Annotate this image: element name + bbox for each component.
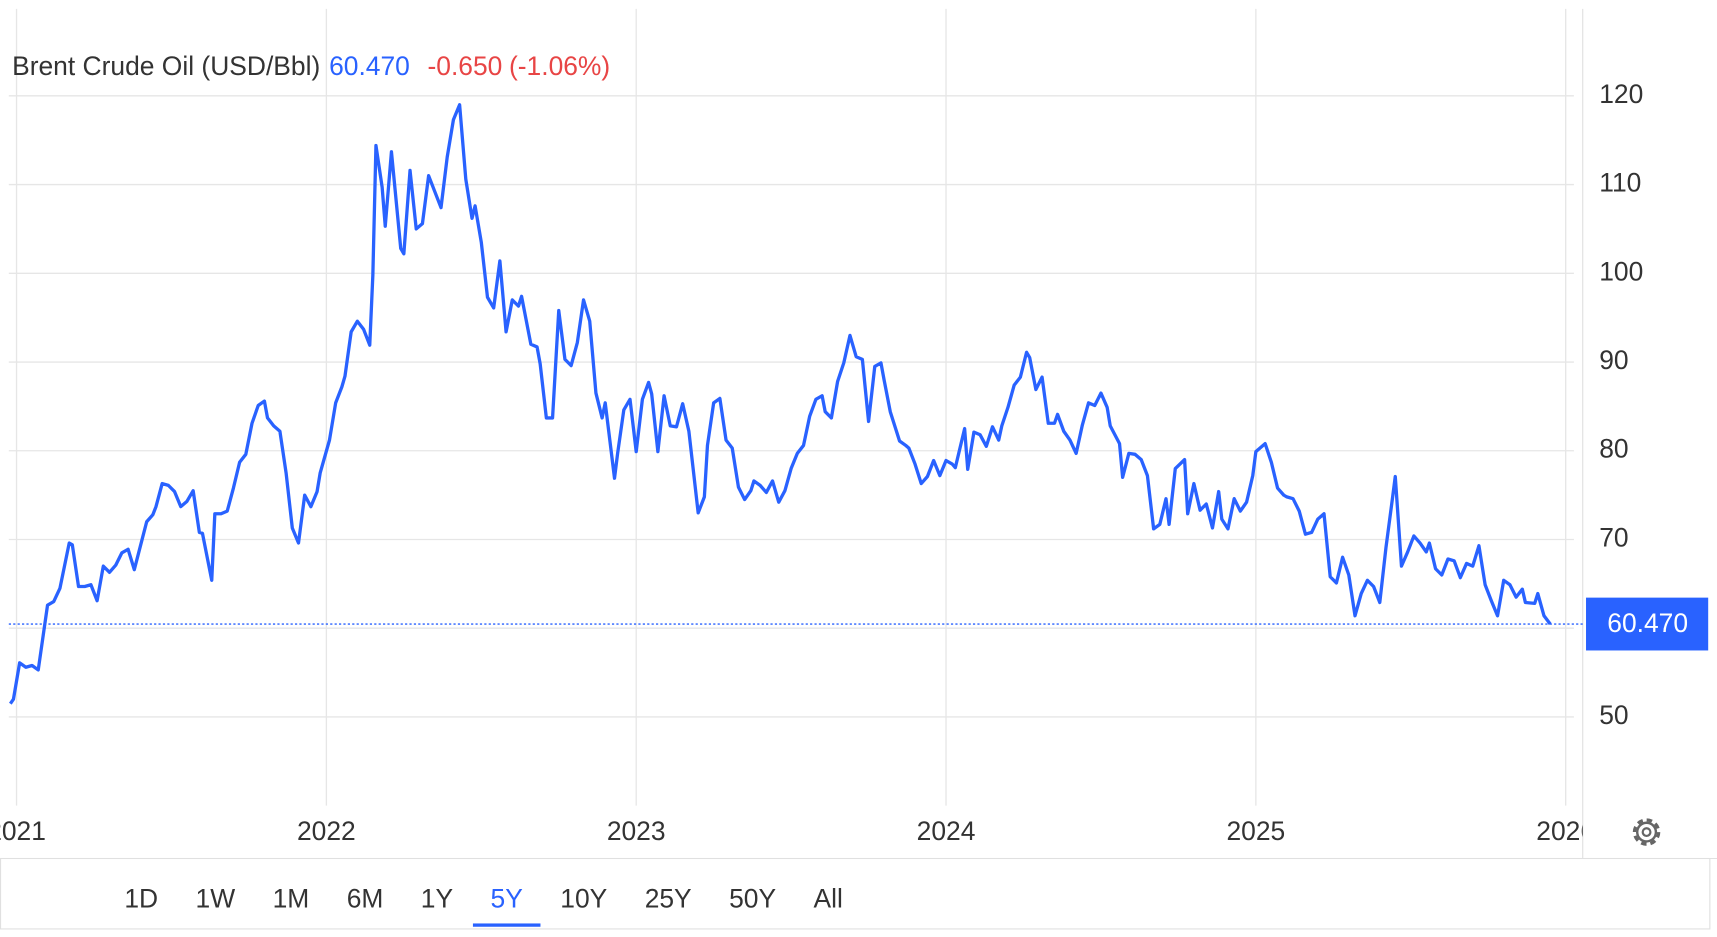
x-tick-label: 2025	[1226, 816, 1285, 846]
last-price-badge	[1586, 597, 1709, 651]
y-tick-label: 70	[1599, 522, 1628, 552]
y-tick-label: 100	[1599, 256, 1643, 286]
gear-hub	[1641, 827, 1652, 838]
plot: 60.470	[8, 103, 1709, 705]
grid: 5060708090100110120	[8, 8, 1643, 806]
settings-button[interactable]	[1632, 818, 1661, 846]
toolbar	[0, 857, 1711, 930]
x-tick-label: 2021	[0, 816, 46, 846]
last-price-label: 60.470	[1607, 608, 1688, 638]
x-tick-label: 2023	[607, 816, 666, 846]
range-button[interactable]: 1W	[196, 883, 236, 913]
y-tick-label: 90	[1599, 345, 1628, 375]
price-change: -0.650	[427, 51, 502, 81]
last-price: 60.470	[329, 51, 410, 81]
range-button[interactable]: 50Y	[729, 883, 776, 913]
range-button[interactable]: 1Y	[421, 883, 454, 913]
y-tick-label: 110	[1599, 168, 1641, 198]
range-button[interactable]: 25Y	[645, 883, 692, 913]
range-button[interactable]: 5Y	[491, 883, 524, 913]
range-button[interactable]: 1D	[124, 883, 158, 913]
range-selector: 1D 1W 1M 6M 1Y 5Y 10Y 25Y 50Y All	[124, 883, 843, 927]
x-tick-label: 2022	[297, 816, 356, 846]
y-tick-label: 80	[1599, 434, 1628, 464]
selected-underline	[472, 923, 541, 927]
x-tick-label: 2026	[1536, 816, 1595, 846]
instrument-name: Brent Crude Oil (USD/Bbl)	[12, 51, 320, 81]
price-line	[9, 103, 1552, 705]
header: Brent Crude Oil (USD/Bbl) 60.470 -0.650 …	[12, 51, 610, 81]
range-button[interactable]: 10Y	[560, 883, 607, 913]
y-tick-label: 50	[1599, 700, 1628, 730]
range-button[interactable]: 6M	[347, 883, 384, 913]
range-button[interactable]: 1M	[273, 883, 310, 913]
x-tick-label: 2024	[917, 816, 976, 846]
x-axis: 2021 2022 2023 2024 2025 2026	[0, 816, 1595, 846]
gear-teeth	[1632, 818, 1661, 846]
y-tick-label: 120	[1599, 79, 1643, 109]
price-change-percent: (-1.06%)	[509, 51, 610, 81]
gear-ring	[1635, 821, 1658, 843]
range-button[interactable]: All	[814, 883, 843, 913]
